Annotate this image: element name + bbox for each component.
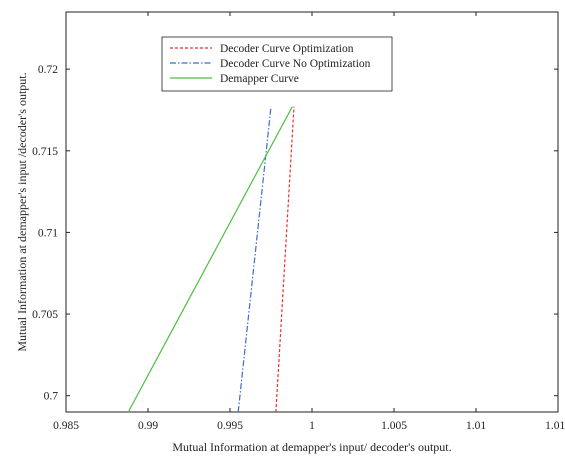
x-tick-label: 1.015 (545, 420, 565, 432)
legend: Decoder Curve Optimization Decoder Curve … (161, 36, 393, 92)
x-tick-label: 1.005 (381, 420, 407, 432)
y-tick-label: 0.7 (44, 391, 59, 403)
y-axis-ticks: 0.7 0.705 0.71 0.715 0.72 (32, 64, 558, 403)
series-layer (127, 106, 295, 413)
y-tick-label: 0.72 (38, 64, 58, 76)
series-line-decoder-curve-optimization (275, 106, 295, 413)
x-tick-label: 0.985 (53, 420, 79, 432)
legend-label-decoder-curve-no-optimization: Decoder Curve No Optimization (220, 58, 371, 70)
legend-label-demapper-curve: Demapper Curve (220, 73, 299, 85)
x-tick-label: 0.99 (138, 420, 158, 432)
y-tick-label: 0.715 (32, 146, 58, 158)
legend-label-decoder-curve-optimization: Decoder Curve Optimization (220, 43, 354, 55)
y-axis-label: Mutual Information at demapper's input /… (15, 72, 29, 351)
x-tick-label: 0.995 (217, 420, 243, 432)
x-tick-label: 1.01 (466, 420, 486, 432)
y-tick-label: 0.71 (38, 227, 58, 239)
x-axis-ticks: 0.985 0.99 0.995 1 1.005 1.01 1.015 (53, 12, 565, 432)
series-line-demapper-curve (127, 106, 293, 413)
x-axis-label: Mutual Information at demapper's input/ … (172, 440, 451, 454)
y-tick-label: 0.705 (32, 309, 58, 321)
x-tick-label: 1 (309, 420, 315, 432)
legend-box (161, 36, 393, 92)
